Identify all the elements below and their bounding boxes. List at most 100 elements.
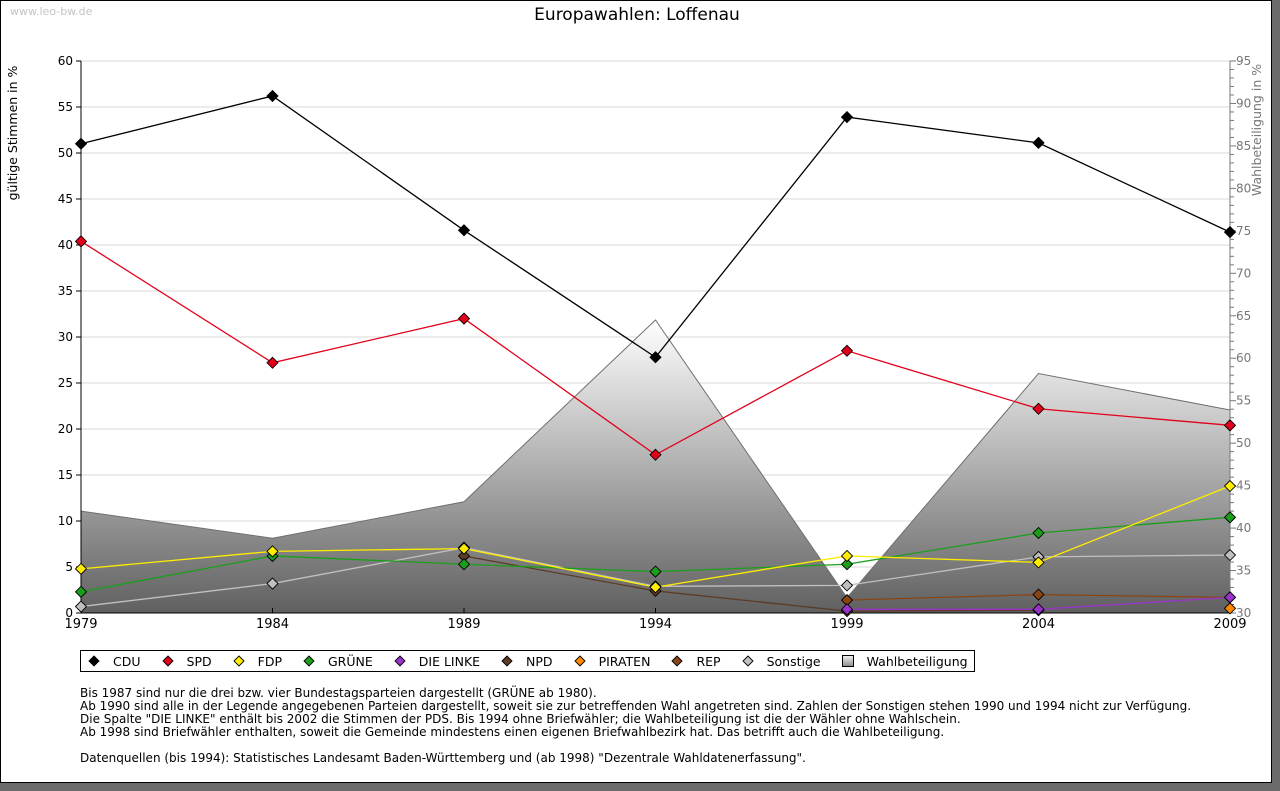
y2-tick-label: 30	[1236, 606, 1251, 620]
marker-spd	[840, 344, 854, 357]
legend-item: CDU	[87, 654, 141, 669]
marker-fdp	[1223, 479, 1237, 493]
y-tick-label: 55	[58, 100, 73, 114]
y-tick-label: 40	[58, 238, 73, 252]
legend-diamond-icon	[671, 655, 684, 667]
y-tick-label: 0	[65, 606, 73, 620]
marker-spd	[649, 448, 662, 461]
y-tick-label: 25	[58, 376, 73, 390]
marker-gruene	[457, 558, 471, 571]
y2-tick-label: 55	[1236, 394, 1251, 408]
legend-label: CDU	[113, 653, 141, 669]
legend-diamond-icon	[394, 655, 406, 667]
legend: CDU SPD FDP GRÜNE DIE LINKE NPD PIRATEN REP Sons…	[80, 650, 975, 672]
legend-diamond-icon	[88, 655, 100, 667]
y-tick-label: 50	[58, 146, 73, 160]
y2-tick-label: 80	[1236, 181, 1251, 195]
marker-die-linke	[1032, 603, 1045, 616]
legend-label: REP	[696, 653, 721, 669]
legend-label: Sonstige	[766, 653, 821, 669]
marker-gruene	[649, 565, 662, 578]
legend-diamond-icon	[741, 655, 754, 667]
y-tick-label: 35	[58, 284, 73, 298]
legend-square-icon	[841, 655, 854, 667]
marker-fdp	[1032, 556, 1045, 569]
x-tick-label: 1979	[64, 617, 97, 632]
legend-label: Wahlbeteiligung	[866, 653, 968, 669]
y2-tick-label: 95	[1236, 54, 1251, 68]
y2-tick-label: 50	[1236, 436, 1251, 450]
legend-item: Sonstige	[741, 654, 821, 669]
x-tick-label: 1989	[447, 617, 480, 632]
y2-tick-label: 65	[1236, 309, 1251, 323]
marker-spd	[1223, 419, 1237, 432]
turnout-area-edge	[80, 319, 1231, 599]
y2-tick-label: 90	[1236, 96, 1251, 110]
legend-label: DIE LINKE	[418, 653, 481, 669]
turnout-area	[80, 319, 1231, 613]
chart-title: Europawahlen: Loffenau	[534, 5, 740, 25]
notes: Bis 1987 sind nur die drei bzw. vier Bun…	[80, 687, 1191, 765]
marker-gruene	[1032, 526, 1045, 540]
y2-tick-label: 75	[1236, 224, 1251, 238]
marker-sonstige	[74, 600, 88, 613]
legend-diamond-icon	[161, 655, 174, 667]
y2-tick-label: 85	[1236, 139, 1251, 153]
marker-fdp	[266, 545, 279, 558]
legend-diamond-icon	[501, 655, 513, 667]
legend-diamond-icon	[573, 655, 586, 667]
legend-diamond-icon	[232, 655, 245, 667]
x-tick-label: 1984	[256, 617, 289, 632]
marker-sonstige	[1223, 548, 1237, 562]
marker-cdu	[1223, 225, 1237, 239]
marker-sonstige	[840, 579, 854, 592]
marker-spd	[1032, 402, 1045, 415]
y-tick-label: 60	[58, 54, 73, 68]
legend-item: NPD	[500, 654, 553, 669]
y-tick-label: 20	[58, 422, 73, 436]
marker-piraten	[1223, 602, 1237, 615]
legend-label: SPD	[186, 653, 212, 669]
legend-item: SPD	[161, 654, 212, 669]
note-line: Datenquellen (bis 1994): Statistisches L…	[80, 751, 806, 765]
legend-label: NPD	[526, 653, 553, 669]
note-line: Bis 1987 sind nur die drei bzw. vier Bun…	[80, 686, 597, 700]
line-npd	[463, 555, 1039, 612]
series-markers	[74, 89, 1237, 618]
marker-fdp	[457, 542, 471, 555]
marker-sonstige	[266, 577, 279, 590]
legend-item: DIE LINKE	[393, 654, 480, 669]
marker-cdu	[649, 351, 662, 364]
note-line: Die Spalte "DIE LINKE" enthält bis 2002 …	[80, 712, 961, 726]
marker-gruene	[1223, 511, 1237, 524]
marker-fdp	[649, 581, 662, 594]
y-tick-label: 5	[65, 560, 73, 574]
legend-item: REP	[670, 653, 721, 669]
legend-item: GRÜNE	[302, 654, 373, 669]
y-tick-label: 30	[58, 330, 73, 344]
x-tick-label: 2009	[1213, 617, 1246, 632]
marker-spd	[74, 235, 88, 248]
y-tick-label: 15	[58, 468, 73, 482]
marker-spd	[457, 312, 471, 325]
marker-fdp	[74, 562, 88, 575]
y-tick-label: 45	[58, 192, 73, 206]
x-tick-label: 1994	[639, 617, 672, 632]
marker-cdu	[266, 89, 279, 103]
marker-die-linke	[840, 603, 854, 616]
marker-gruene	[74, 585, 88, 598]
y2-tick-label: 35	[1236, 564, 1251, 578]
y2-tick-label: 45	[1236, 479, 1251, 493]
marker-spd	[266, 356, 279, 369]
marker-fdp	[840, 549, 854, 563]
x-tick-label: 1999	[830, 617, 863, 632]
y2-tick-label: 70	[1236, 266, 1251, 280]
y-axis-label: gültige Stimmen in %	[5, 65, 20, 200]
y2-tick-label: 60	[1236, 351, 1251, 365]
legend-diamond-icon	[303, 655, 315, 667]
legend-label: FDP	[257, 653, 282, 669]
legend-item: Wahlbeteiligung	[841, 654, 968, 669]
marker-die-linke	[1223, 591, 1237, 604]
legend-item: PIRATEN	[573, 654, 650, 669]
